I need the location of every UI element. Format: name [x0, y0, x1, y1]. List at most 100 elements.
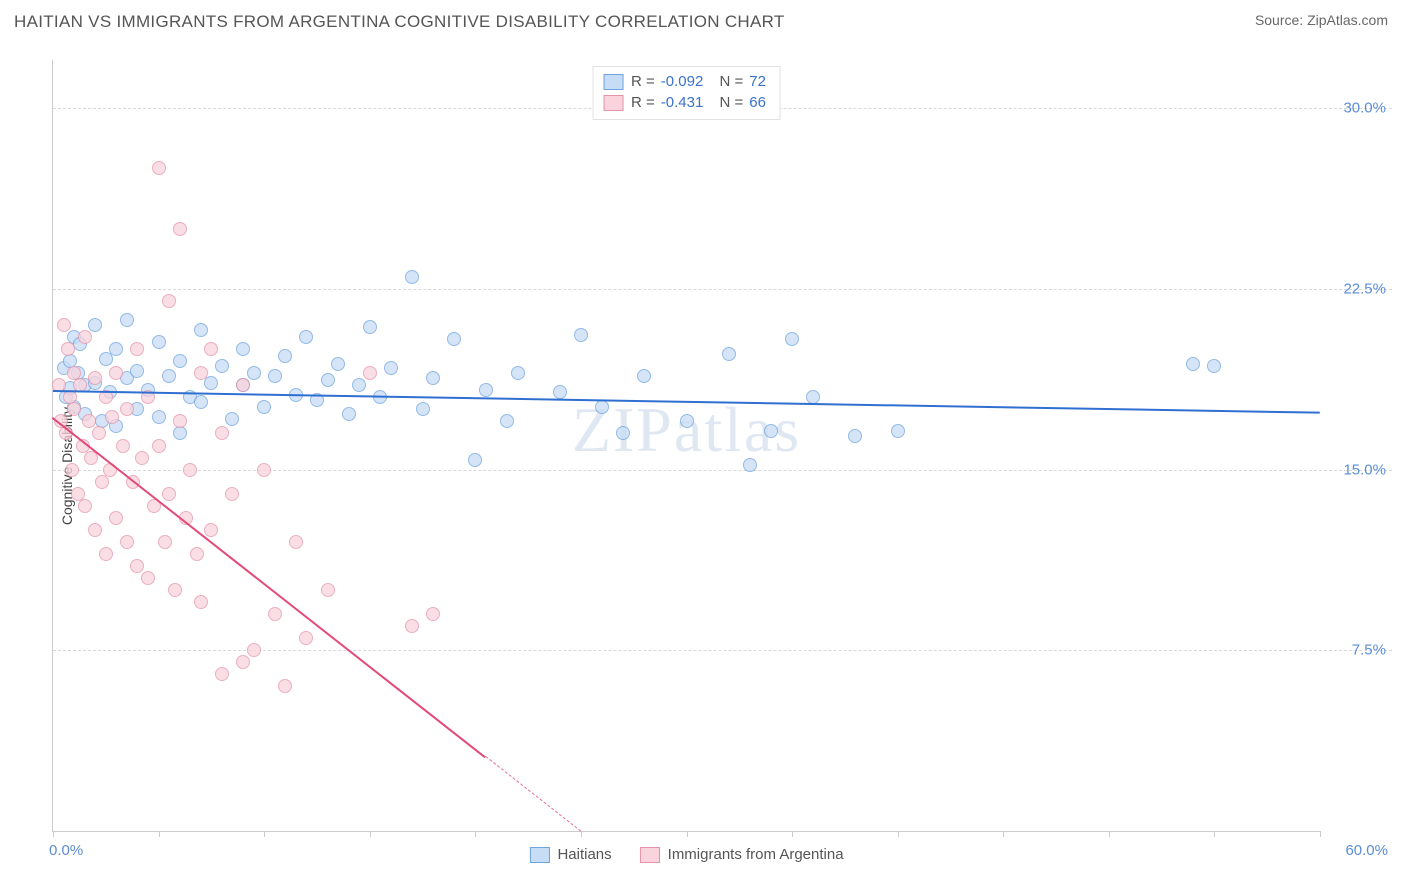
source-link[interactable]: ZipAtlas.com — [1307, 12, 1388, 28]
x-tick — [687, 831, 688, 837]
data-point — [236, 342, 250, 356]
legend-r-value-0: -0.092 — [661, 73, 704, 90]
data-point — [190, 547, 204, 561]
data-point — [88, 523, 102, 537]
data-point — [511, 366, 525, 380]
data-point — [225, 412, 239, 426]
legend-r-value-1: -0.431 — [661, 94, 704, 111]
data-point — [162, 369, 176, 383]
data-point — [848, 429, 862, 443]
data-point — [130, 559, 144, 573]
data-point — [268, 607, 282, 621]
data-point — [236, 655, 250, 669]
data-point — [426, 607, 440, 621]
data-point — [891, 424, 905, 438]
data-point — [384, 361, 398, 375]
legend-top: R = -0.092 N = 72 R = -0.431 N = 66 — [592, 66, 781, 120]
data-point — [105, 410, 119, 424]
x-tick — [898, 831, 899, 837]
y-tick-label: 30.0% — [1343, 100, 1386, 117]
legend-n-value-0: 72 — [749, 73, 766, 90]
x-tick — [264, 831, 265, 837]
legend-r-label-0: R = — [631, 73, 655, 90]
data-point — [722, 347, 736, 361]
data-point — [405, 270, 419, 284]
data-point — [95, 475, 109, 489]
data-point — [204, 342, 218, 356]
data-point — [616, 426, 630, 440]
data-point — [215, 667, 229, 681]
plot-area: ZIPatlas R = -0.092 N = 72 R = -0.431 — [52, 60, 1320, 832]
legend-bottom-item-0: Haitians — [529, 846, 611, 863]
data-point — [299, 330, 313, 344]
data-point — [764, 424, 778, 438]
data-point — [278, 349, 292, 363]
data-point — [247, 366, 261, 380]
data-point — [99, 547, 113, 561]
legend-bottom: Haitians Immigrants from Argentina — [521, 846, 851, 863]
gridline — [53, 289, 1392, 290]
data-point — [595, 400, 609, 414]
data-point — [204, 376, 218, 390]
legend-n-value-1: 66 — [749, 94, 766, 111]
data-point — [152, 410, 166, 424]
data-point — [405, 619, 419, 633]
data-point — [268, 369, 282, 383]
data-point — [447, 332, 461, 346]
data-point — [363, 366, 377, 380]
data-point — [194, 595, 208, 609]
data-point — [168, 583, 182, 597]
data-point — [1207, 359, 1221, 373]
gridline — [53, 470, 1392, 471]
data-point — [321, 373, 335, 387]
data-point — [785, 332, 799, 346]
legend-bottom-swatch-0 — [529, 847, 549, 863]
data-point — [426, 371, 440, 385]
data-point — [257, 400, 271, 414]
data-point — [78, 330, 92, 344]
data-point — [215, 359, 229, 373]
data-point — [194, 395, 208, 409]
data-point — [479, 383, 493, 397]
data-point — [204, 523, 218, 537]
data-point — [342, 407, 356, 421]
data-point — [173, 222, 187, 236]
data-point — [57, 318, 71, 332]
data-point — [215, 426, 229, 440]
legend-r-label-1: R = — [631, 94, 655, 111]
data-point — [352, 378, 366, 392]
data-point — [152, 439, 166, 453]
data-point — [574, 328, 588, 342]
data-point — [680, 414, 694, 428]
y-tick-label: 22.5% — [1343, 280, 1386, 297]
source-prefix: Source: — [1255, 12, 1307, 28]
legend-swatch-0 — [603, 74, 623, 90]
data-point — [65, 463, 79, 477]
data-point — [225, 487, 239, 501]
x-tick — [1003, 831, 1004, 837]
legend-swatch-1 — [603, 95, 623, 111]
data-point — [257, 463, 271, 477]
data-point — [88, 318, 102, 332]
data-point — [416, 402, 430, 416]
legend-bottom-item-1: Immigrants from Argentina — [640, 846, 844, 863]
legend-top-row-0: R = -0.092 N = 72 — [603, 71, 766, 92]
x-tick — [1214, 831, 1215, 837]
x-tick — [792, 831, 793, 837]
y-tick-label: 15.0% — [1343, 461, 1386, 478]
data-point — [162, 294, 176, 308]
chart-source: Source: ZipAtlas.com — [1255, 12, 1388, 28]
chart-container: Cognitive Disability ZIPatlas R = -0.092… — [14, 50, 1392, 882]
x-tick — [159, 831, 160, 837]
data-point — [173, 354, 187, 368]
data-point — [743, 458, 757, 472]
legend-top-row-1: R = -0.431 N = 66 — [603, 92, 766, 113]
data-point — [141, 571, 155, 585]
chart-title: HAITIAN VS IMMIGRANTS FROM ARGENTINA COG… — [14, 12, 785, 32]
y-tick-label: 7.5% — [1352, 642, 1386, 659]
data-point — [173, 414, 187, 428]
x-tick — [370, 831, 371, 837]
data-point — [468, 453, 482, 467]
data-point — [130, 364, 144, 378]
x-axis-min-label: 0.0% — [49, 842, 83, 859]
